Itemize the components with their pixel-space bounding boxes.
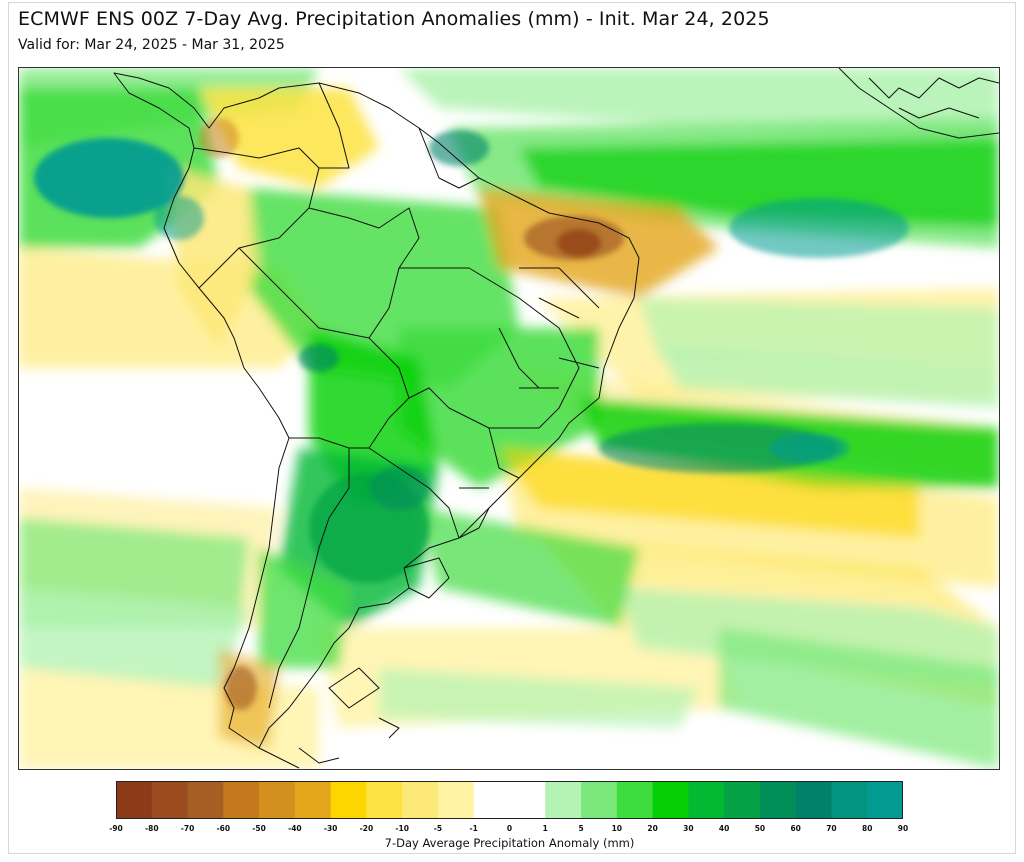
valid-period: Valid for: Mar 24, 2025 - Mar 31, 2025 (18, 37, 285, 53)
colorbar-tick-label: -40 (288, 824, 302, 833)
colorbar-tick-label: -90 (109, 824, 123, 833)
colorbar-tick-label: -1 (469, 824, 478, 833)
colorbar-bin (688, 781, 725, 819)
country-borders (113, 68, 999, 769)
colorbar-tick-label: 20 (647, 824, 658, 833)
colorbar-tick-label: 10 (611, 824, 623, 833)
colorbar-tick-label: 30 (683, 824, 694, 833)
colorbar-bin (187, 781, 224, 819)
colorbar-tick-label: -20 (359, 824, 374, 833)
colorbar-bin (151, 781, 189, 819)
anomaly-extremes (34, 118, 909, 710)
colorbar-ticks: -90 -80 -70 -60 -50 -40 -30 -20 -10 -5 -1 0 1 5 10 20 30… (109, 824, 908, 836)
colorbar-tick-label: -50 (252, 824, 266, 833)
colorbar-label: 7-Day Average Precipitation Anomaly (mm) (384, 836, 635, 850)
colorbar-tick-label: -70 (180, 824, 195, 833)
colorbar (116, 781, 903, 819)
colorbar-bin (223, 781, 260, 819)
colorbar-tick-label: 80 (862, 824, 873, 833)
colorbar-bin (545, 781, 582, 819)
map-title: ECMWF ENS 00Z 7-Day Avg. Precipitation A… (18, 8, 770, 30)
colorbar-tick-label: -10 (395, 824, 409, 833)
colorbar-bin (509, 781, 546, 819)
colorbar-tick-label: -80 (144, 824, 159, 833)
colorbar-bin (366, 781, 403, 819)
colorbar-tick-label: 0 (506, 824, 513, 833)
colorbar-tick-label: 1 (542, 824, 548, 833)
precipitation-anomaly-map (18, 67, 1000, 770)
colorbar-bin (581, 781, 618, 819)
colorbar-bin (473, 781, 510, 819)
colorbar-tick-label: 70 (826, 824, 837, 833)
colorbar-tick-label: 5 (578, 824, 584, 833)
colorbar-tick-label: 60 (790, 824, 801, 833)
colorbar-border (116, 781, 903, 819)
colorbar-bin (867, 781, 903, 819)
colorbar-tick-label: -30 (323, 824, 338, 833)
colorbar-bin (294, 781, 332, 819)
colorbar-bin (616, 781, 654, 819)
colorbar-bin (402, 781, 439, 819)
colorbar-tick-label: 50 (754, 824, 766, 833)
colorbar-bin (795, 781, 832, 819)
colorbar-bin (437, 781, 475, 819)
colorbar-bin (330, 781, 367, 819)
colorbar-bin (759, 781, 797, 819)
colorbar-bin (259, 781, 296, 819)
colorbar-tick-label: -60 (216, 824, 231, 833)
colorbar-bin (831, 781, 868, 819)
colorbar-bin (724, 781, 761, 819)
colorbar-bin (652, 781, 689, 819)
colorbar-tick-label: -5 (433, 824, 443, 833)
colorbar-tick-label: 90 (897, 824, 909, 833)
colorbar-tick-label: 40 (718, 824, 730, 833)
colorbar-bin (116, 781, 153, 819)
